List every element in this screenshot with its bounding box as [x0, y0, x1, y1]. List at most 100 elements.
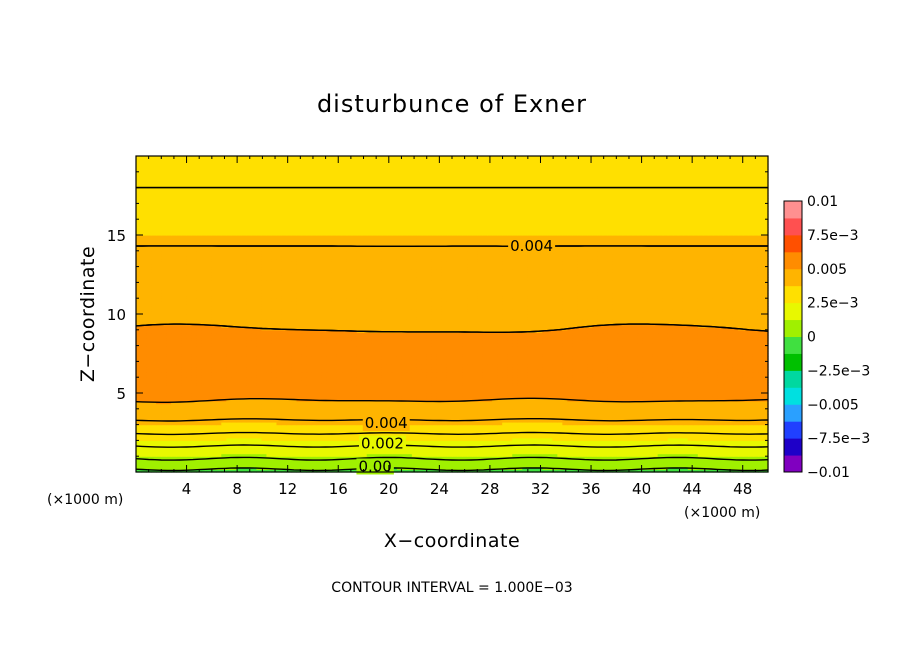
field-cell	[697, 429, 704, 434]
field-cell	[341, 440, 348, 444]
field-cell	[632, 437, 639, 441]
field-cell	[467, 456, 473, 460]
field-cell	[321, 461, 328, 465]
field-cell	[617, 456, 624, 460]
field-cell	[467, 427, 473, 431]
field-cell	[416, 432, 423, 436]
field-cell	[502, 453, 508, 457]
field-cell	[607, 427, 614, 431]
field-cell	[206, 437, 212, 441]
field-cell	[141, 437, 147, 441]
field-cell	[201, 445, 207, 449]
field-cell	[557, 427, 563, 431]
field-cell	[742, 456, 749, 460]
field-cell	[251, 461, 257, 465]
field-cell	[497, 461, 503, 465]
field-cell	[176, 466, 182, 470]
field-cell	[652, 435, 659, 439]
field-cell	[757, 464, 764, 468]
field-cell	[426, 427, 433, 431]
field-cell	[742, 450, 749, 455]
field-cell	[732, 464, 739, 468]
field-cell	[632, 427, 639, 431]
field-cell	[346, 443, 353, 447]
field-cell	[637, 435, 644, 439]
field-cell	[441, 461, 448, 465]
field-cell	[151, 458, 157, 463]
field-cell	[186, 435, 192, 439]
field-cell	[251, 464, 257, 468]
field-cell	[482, 469, 488, 473]
field-cell	[657, 440, 664, 444]
field-cell	[276, 469, 283, 473]
field-cell	[276, 445, 283, 449]
field-cell	[717, 464, 724, 468]
field-cell	[527, 437, 533, 441]
field-cell	[467, 466, 473, 470]
field-cell	[747, 456, 754, 460]
field-cell	[542, 464, 548, 468]
field-cell	[316, 429, 323, 434]
field-cell	[326, 464, 333, 468]
field-cell	[742, 464, 749, 468]
field-cell	[256, 450, 262, 455]
field-cell	[331, 450, 338, 455]
field-cell	[206, 453, 212, 457]
field-cell	[216, 448, 222, 452]
field-cell	[747, 443, 754, 447]
field-cell	[276, 435, 283, 439]
field-cell	[612, 450, 619, 455]
field-cell	[256, 445, 262, 449]
field-cell	[341, 445, 348, 449]
field-cell	[161, 466, 167, 470]
field-cell	[406, 450, 413, 455]
field-cell	[136, 450, 142, 455]
field-cell	[411, 427, 418, 431]
field-cell	[537, 429, 543, 434]
field-cell	[497, 435, 503, 439]
field-cell	[532, 461, 538, 465]
field-cell	[487, 429, 493, 434]
field-cell	[572, 443, 578, 447]
field-cell	[472, 443, 478, 447]
field-cell	[552, 448, 558, 452]
field-cell	[361, 453, 368, 457]
field-cell	[477, 429, 483, 434]
field-cell	[652, 445, 659, 449]
field-cell	[542, 427, 548, 431]
field-cell	[687, 445, 694, 449]
field-cell	[141, 435, 147, 439]
field-cell	[592, 450, 599, 455]
field-cell	[326, 429, 333, 434]
field-cell	[517, 435, 523, 439]
field-cell	[637, 437, 644, 441]
field-cell	[697, 453, 704, 457]
field-cell	[467, 464, 473, 468]
field-cell	[587, 440, 594, 444]
field-cell	[311, 429, 318, 434]
field-cell	[697, 443, 704, 447]
field-cell	[582, 443, 589, 447]
field-cell	[722, 448, 729, 452]
field-cell	[341, 469, 348, 473]
field-cell	[351, 437, 358, 441]
field-cell	[702, 437, 709, 441]
field-cell	[547, 464, 553, 468]
field-cell	[462, 435, 468, 439]
field-cell	[296, 466, 303, 470]
field-cell	[276, 466, 283, 470]
field-cell	[672, 450, 679, 455]
field-cell	[211, 443, 217, 447]
field-cell	[692, 427, 699, 431]
field-cell	[577, 437, 584, 441]
field-cell	[416, 437, 423, 441]
field-cell	[316, 435, 323, 439]
field-cell	[191, 443, 197, 447]
field-cell	[266, 440, 273, 444]
field-cell	[587, 427, 594, 431]
field-cell	[426, 456, 433, 460]
field-cell	[271, 450, 278, 455]
field-cell	[467, 437, 473, 441]
field-cell	[431, 458, 438, 463]
field-cell	[161, 429, 167, 434]
